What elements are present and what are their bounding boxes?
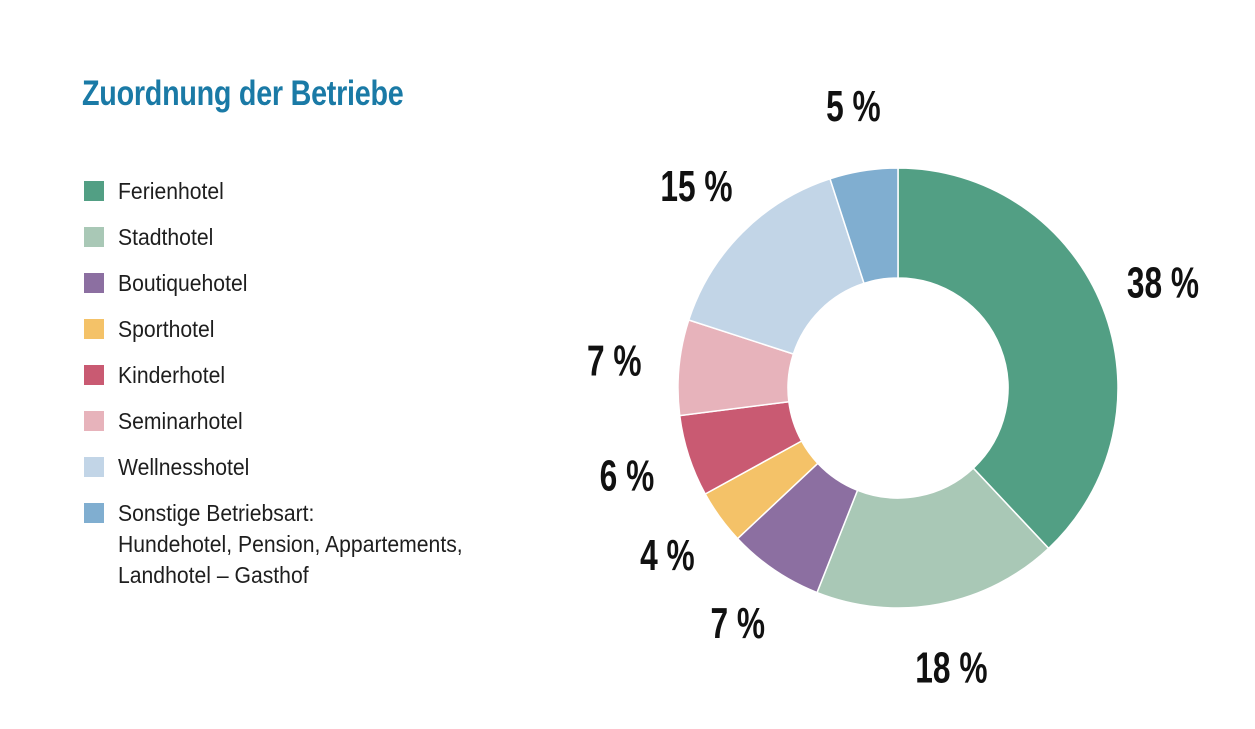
legend-label-sporthotel: Sporthotel bbox=[118, 316, 215, 342]
label-ferienhotel: 38 % bbox=[1127, 258, 1199, 307]
legend-swatch-seminarhotel bbox=[84, 411, 104, 431]
legend-label-ferienhotel: Ferienhotel bbox=[118, 178, 224, 204]
slice-stadthotel bbox=[816, 467, 1050, 609]
legend-swatch-ferienhotel bbox=[84, 181, 104, 201]
legend-swatch-sonstige bbox=[84, 503, 104, 523]
legend-label-seminarhotel: Seminarhotel bbox=[118, 408, 243, 434]
legend-item-sonstige: Sonstige Betriebsart: Hundehotel, Pensio… bbox=[84, 498, 493, 591]
legend: Ferienhotel Stadthotel Boutiquehotel Spo… bbox=[84, 176, 493, 606]
legend-item-wellnesshotel: Wellnesshotel bbox=[84, 452, 493, 483]
legend-label-wellnesshotel: Wellnesshotel bbox=[118, 454, 250, 480]
legend-item-ferienhotel: Ferienhotel bbox=[84, 176, 493, 207]
label-wellnesshotel: 15 % bbox=[660, 162, 732, 211]
legend-swatch-sporthotel bbox=[84, 319, 104, 339]
legend-swatch-boutiquehotel bbox=[84, 273, 104, 293]
slice-sonstige-betriebsart bbox=[829, 167, 899, 285]
label-sporthotel: 4 % bbox=[640, 531, 695, 580]
legend-label-kinderhotel: Kinderhotel bbox=[118, 362, 226, 388]
legend-item-sporthotel: Sporthotel bbox=[84, 314, 493, 345]
legend-label-stadthotel: Stadthotel bbox=[118, 224, 214, 250]
legend-label-sonstige: Sonstige Betriebsart: Hundehotel, Pensio… bbox=[118, 500, 463, 588]
legend-item-boutiquehotel: Boutiquehotel bbox=[84, 268, 493, 299]
label-stadthotel: 18 % bbox=[915, 643, 987, 692]
slice-wellnesshotel bbox=[687, 177, 865, 355]
legend-swatch-stadthotel bbox=[84, 227, 104, 247]
chart-title: Zuordnung der Betriebe bbox=[82, 74, 404, 113]
legend-swatch-kinderhotel bbox=[84, 365, 104, 385]
legend-item-seminarhotel: Seminarhotel bbox=[84, 406, 493, 437]
label-kinderhotel: 6 % bbox=[600, 451, 655, 500]
legend-item-stadthotel: Stadthotel bbox=[84, 222, 493, 253]
legend-item-kinderhotel: Kinderhotel bbox=[84, 360, 493, 391]
legend-label-boutiquehotel: Boutiquehotel bbox=[118, 270, 248, 296]
legend-swatch-wellnesshotel bbox=[84, 457, 104, 477]
slice-ferienhotel bbox=[897, 167, 1119, 550]
label-boutiquehotel: 7 % bbox=[711, 599, 766, 648]
label-sonstige-betriebsart: 5 % bbox=[826, 82, 881, 131]
label-seminarhotel: 7 % bbox=[587, 337, 642, 386]
